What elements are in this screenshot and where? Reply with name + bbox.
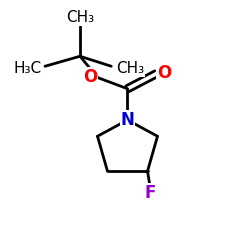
- Text: O: O: [156, 64, 171, 82]
- Text: N: N: [120, 111, 134, 129]
- Text: H₃C: H₃C: [14, 61, 42, 76]
- Text: F: F: [144, 184, 156, 202]
- Text: CH₃: CH₃: [116, 61, 144, 76]
- Text: O: O: [84, 68, 98, 86]
- Text: CH₃: CH₃: [66, 10, 94, 25]
